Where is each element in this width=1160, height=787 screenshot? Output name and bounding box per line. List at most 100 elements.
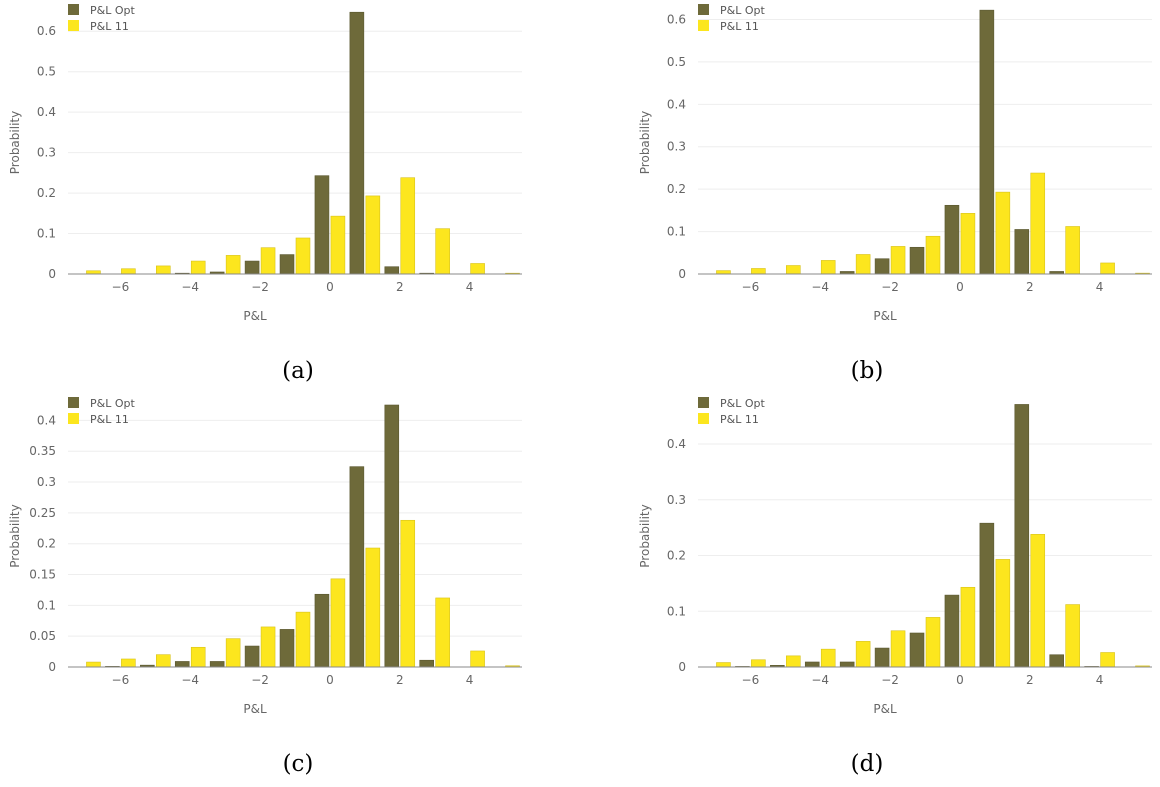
bar-pl-11 [295, 611, 311, 668]
bar-pl-11 [121, 658, 136, 668]
bar-pl-11 [190, 646, 206, 668]
bar-pl-11 [86, 661, 101, 668]
y-axis-title: Probability [638, 504, 652, 567]
bar-pl-11 [855, 641, 871, 668]
bar-pl-11 [786, 655, 801, 668]
bar-pl-11 [1065, 226, 1080, 275]
bar-pl-11 [995, 191, 1011, 275]
bar-pl-opt [279, 254, 295, 275]
bar-pl-opt [804, 661, 820, 668]
y-tick-label: 0.5 [37, 65, 56, 79]
bar-pl-opt [209, 661, 225, 668]
bar-pl-11 [295, 237, 311, 275]
chart-svg-a: 0 0.1 0.2 0.3 0.4 0.5 0.6 −6 −4 −2 0 2 4 P&L Probabili… [8, 4, 522, 323]
x-tick-label: −2 [251, 280, 269, 294]
y-tick-label: 0 [48, 267, 56, 281]
legend-label: P&L 11 [90, 413, 129, 426]
y-tick-label: 0.25 [29, 506, 56, 520]
caption-c: (c) [282, 751, 314, 777]
y-tick-label: 0.3 [667, 493, 686, 507]
x-tick-label: 0 [956, 673, 964, 687]
bar-pl-11 [365, 195, 381, 275]
bar-pl-opt [874, 647, 890, 668]
legend-label: P&L 11 [90, 20, 129, 33]
y-tick-label: 0.3 [667, 140, 686, 154]
y-tick-label: 0.5 [667, 55, 686, 69]
x-tick-label: −4 [181, 673, 199, 687]
x-tick-label: 0 [956, 280, 964, 294]
bar-pl-11 [1100, 262, 1115, 275]
y-tick-label: 0.4 [37, 105, 56, 119]
bar-pl-11 [960, 586, 976, 668]
bar-pl-opt [909, 246, 925, 275]
y-tick-label: 0.4 [667, 437, 686, 451]
x-tick-label: 0 [326, 280, 334, 294]
bar-pl-opt [314, 593, 330, 668]
y-tick-label: 0.6 [37, 24, 56, 38]
bar-pl-11 [1065, 604, 1080, 668]
bar-pl-opt [384, 404, 400, 668]
bar-pl-opt [244, 645, 260, 668]
legend-swatch [698, 4, 709, 15]
x-tick-label: 4 [1096, 673, 1104, 687]
bar-pl-11 [855, 254, 871, 275]
x-tick-label: −2 [251, 673, 269, 687]
bar-pl-opt [1014, 229, 1030, 275]
bar-pl-opt [839, 661, 855, 668]
bar-pl-11 [435, 228, 450, 275]
x-tick-label: 2 [396, 280, 404, 294]
bar-pl-opt [349, 11, 365, 275]
legend-label: P&L Opt [720, 4, 765, 17]
y-tick-label: 0.15 [29, 568, 56, 582]
y-tick-label: 0.1 [667, 225, 686, 239]
bar-pl-11 [400, 177, 416, 275]
legend-swatch [68, 413, 79, 424]
bar-pl-11 [995, 559, 1011, 668]
chart-panel-b: 0 0.1 0.2 0.3 0.4 0.5 0.6 −6 −4 −2 0 2 4 P&L Probabili… [630, 0, 1160, 335]
bar-pl-11 [260, 247, 276, 275]
caption-a: (a) [282, 358, 314, 384]
bar-pl-opt [349, 466, 365, 668]
chart-panel-d: 0 0.1 0.2 0.3 0.4 −6 −4 −2 0 2 4 P&L Probability P&L … [630, 393, 1160, 728]
bar-pl-opt [979, 522, 995, 668]
legend-swatch [698, 397, 709, 408]
y-tick-label: 0.2 [667, 549, 686, 563]
y-tick-label: 0.2 [37, 537, 56, 551]
bar-pl-11 [820, 260, 836, 275]
legend-label: P&L Opt [90, 397, 135, 410]
bar-pl-11 [786, 265, 801, 275]
x-tick-label: 2 [1026, 673, 1034, 687]
legend-swatch [68, 4, 79, 15]
bar-pl-11 [925, 235, 941, 275]
x-axis-title: P&L [243, 309, 267, 323]
bar-pl-11 [1030, 534, 1046, 668]
bar-pl-11 [1030, 172, 1046, 275]
legend-label: P&L Opt [720, 397, 765, 410]
x-tick-label: −6 [742, 673, 760, 687]
chart-svg-b: 0 0.1 0.2 0.3 0.4 0.5 0.6 −6 −4 −2 0 2 4 P&L Probabili… [638, 4, 1152, 323]
x-tick-label: −4 [811, 280, 829, 294]
bar-pl-opt [874, 258, 890, 275]
y-tick-label: 0.1 [37, 227, 56, 241]
y-tick-label: 0.2 [667, 182, 686, 196]
bar-pl-opt [944, 594, 960, 668]
y-tick-label: 0.6 [667, 12, 686, 26]
bar-pl-11 [121, 268, 136, 275]
bar-pl-11 [751, 268, 766, 275]
bar-pl-opt [419, 659, 434, 668]
bar-pl-11 [1100, 652, 1115, 668]
bar-pl-11 [820, 648, 836, 668]
caption-d: (d) [850, 751, 884, 777]
bar-pl-11 [751, 659, 766, 668]
y-tick-label: 0.4 [37, 413, 56, 427]
legend-swatch [698, 413, 709, 424]
y-tick-label: 0.05 [29, 629, 56, 643]
chart-svg-d: 0 0.1 0.2 0.3 0.4 −6 −4 −2 0 2 4 P&L Probability P&L … [638, 397, 1152, 716]
bar-pl-opt [944, 204, 960, 275]
bar-pl-11 [470, 650, 485, 668]
x-tick-label: 4 [466, 280, 474, 294]
legend-label: P&L Opt [90, 4, 135, 17]
x-axis-title: P&L [243, 702, 267, 716]
bar-pl-opt [314, 175, 330, 275]
bar-pl-opt [1014, 404, 1030, 668]
